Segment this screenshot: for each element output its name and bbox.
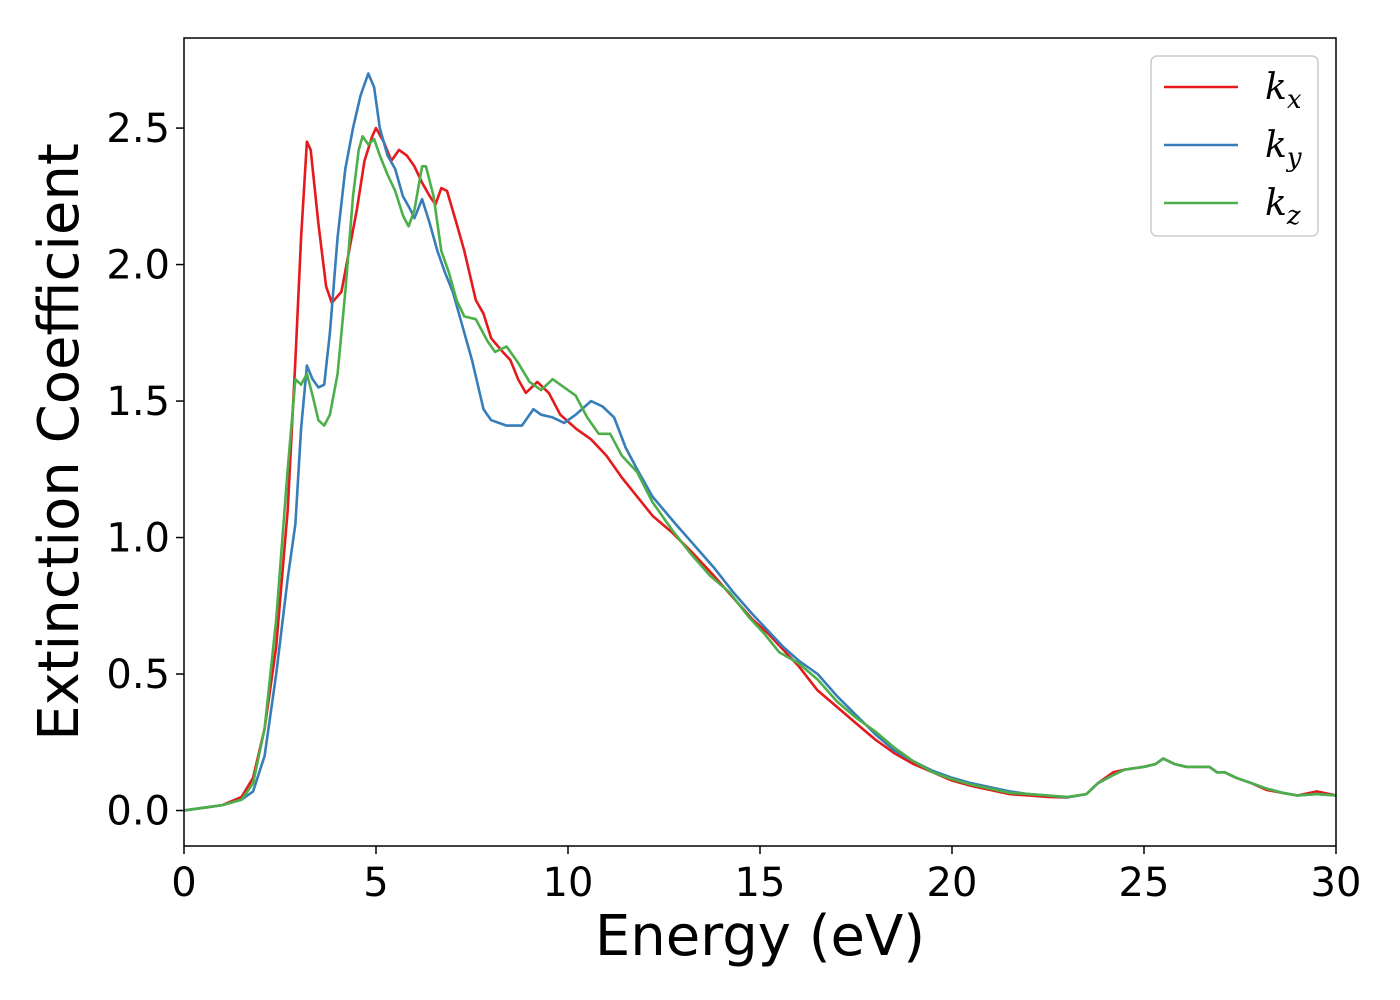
x-tick-label: 25 (1119, 860, 1170, 906)
legend-label-x: kx (1265, 67, 1302, 115)
x-tick-label: 5 (363, 860, 388, 906)
y-tick-label: 2.0 (106, 243, 170, 289)
y-tick-label: 1.5 (106, 379, 170, 425)
y-tick-label: 1.0 (106, 516, 170, 562)
x-axis-label: Energy (eV) (595, 904, 925, 969)
series-line-z (184, 135, 1336, 812)
legend: kx ky kz (1150, 55, 1319, 237)
y-tick-label: 2.5 (106, 106, 170, 152)
y-tick-label: 0.0 (106, 789, 170, 835)
plot-lines (184, 72, 1336, 812)
x-axis: 0 5 10 15 20 25 30 (171, 846, 1361, 906)
y-axis-label: Extinction Coefficient (27, 143, 92, 741)
x-tick-label: 10 (543, 860, 594, 906)
legend-label-y: ky (1265, 125, 1302, 173)
x-tick-label: 15 (735, 860, 786, 906)
y-axis: 0.0 0.5 1.0 1.5 2.0 2.5 (106, 106, 184, 835)
x-tick-label: 20 (927, 860, 978, 906)
y-tick-label: 0.5 (106, 652, 170, 698)
x-tick-label: 30 (1311, 860, 1362, 906)
legend-label-z: kz (1265, 183, 1301, 231)
x-tick-label: 0 (171, 860, 196, 906)
